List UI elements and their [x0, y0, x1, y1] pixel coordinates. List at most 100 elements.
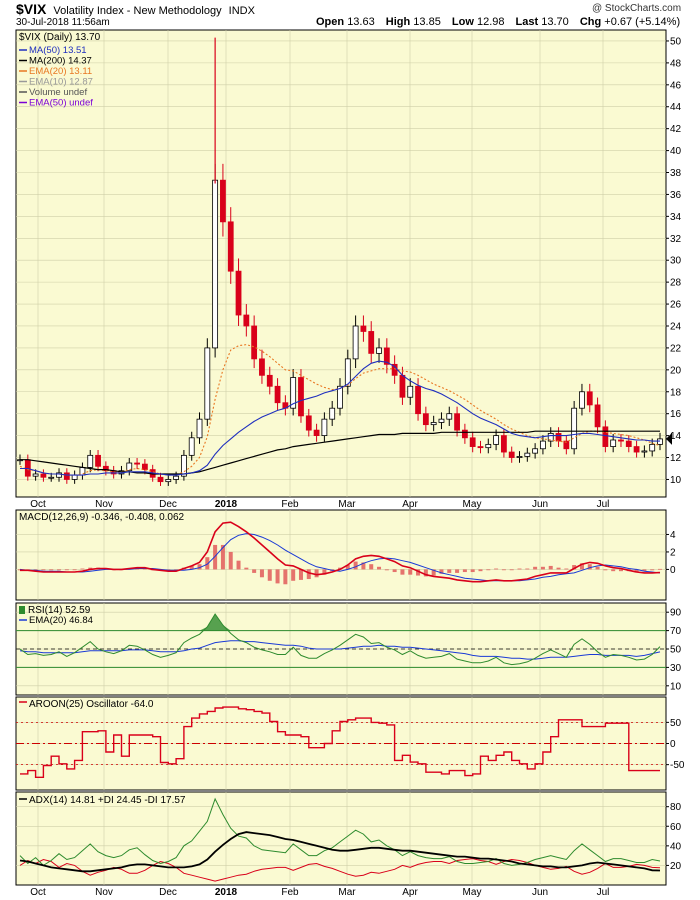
- macd-histogram-bar: [384, 569, 389, 571]
- candle-body: [461, 429, 468, 439]
- y-tick-label: 50: [670, 718, 682, 729]
- x-tick-label: Nov: [95, 499, 113, 510]
- candle-body: [344, 358, 351, 387]
- macd-panel-title: MACD(12,26,9) -0.346, -0.408, 0.062: [19, 512, 185, 523]
- macd-histogram-bar: [572, 565, 577, 570]
- candle-body: [24, 459, 31, 477]
- macd-histogram-bar: [236, 560, 241, 570]
- macd-histogram-bar: [494, 568, 499, 570]
- x-tick-label: Mar: [338, 887, 356, 898]
- candle-body: [524, 452, 531, 457]
- plus-di-line: [19, 797, 661, 867]
- candle-body: [415, 385, 421, 415]
- ohlc-line: Open 13.63 High 13.85 Low 12.98 Last 13.…: [316, 16, 680, 28]
- y-tick-label: 60: [670, 822, 682, 833]
- candle-body: [251, 325, 258, 360]
- x-tick-label: 2018: [215, 499, 238, 510]
- aroon-oscillator-line: [20, 706, 660, 778]
- macd-histogram-bar: [486, 569, 491, 571]
- exchange: INDX: [228, 5, 255, 17]
- candle-body: [571, 407, 578, 450]
- high-label: High: [385, 16, 411, 28]
- candle-body: [32, 473, 39, 477]
- price-panel-title: $VIX (Daily) 13.70: [19, 32, 101, 43]
- candle-body: [422, 413, 429, 426]
- x-tick-label: Apr: [402, 499, 418, 510]
- candle-body: [368, 331, 375, 354]
- symbol: $VIX: [16, 1, 47, 17]
- macd-histogram-bar: [49, 569, 54, 571]
- y-tick-label: 48: [670, 58, 682, 69]
- macd-histogram-bar: [517, 568, 522, 570]
- macd-histogram-bar: [455, 569, 460, 573]
- candle-body: [532, 448, 539, 454]
- adx-line: [19, 831, 661, 873]
- candle-body: [610, 439, 617, 447]
- macd-histogram-bar: [548, 565, 553, 570]
- candle-body: [188, 437, 195, 456]
- macd-histogram-bar: [658, 568, 662, 570]
- low-value: 12.98: [476, 16, 505, 28]
- macd-histogram-bar: [283, 569, 288, 585]
- macd-histogram-bar: [197, 564, 202, 570]
- chg-label: Chg: [579, 16, 602, 28]
- candle-body: [352, 325, 359, 360]
- macd-histogram-bar: [447, 569, 452, 573]
- panel-5-frame: [15, 791, 667, 886]
- x-tick-label: Jul: [597, 887, 610, 898]
- candle-body: [547, 433, 554, 442]
- candle-body: [469, 437, 476, 447]
- y-tick-label: 30: [670, 663, 682, 674]
- y-tick-label: 24: [670, 321, 682, 332]
- y-tick-label: 0: [670, 565, 676, 576]
- chg-value: +0.67 (+5.14%): [604, 16, 681, 28]
- macd-histogram-bar: [525, 568, 530, 570]
- macd-histogram-bar: [501, 569, 506, 571]
- y-tick-label: -50: [670, 760, 685, 771]
- macd-histogram-bar: [556, 567, 561, 570]
- security-name: Volatility Index - New Methodology: [53, 5, 222, 17]
- macd-histogram-bar: [579, 563, 584, 570]
- candle-body: [141, 463, 148, 470]
- macd-histogram-bar: [353, 561, 358, 570]
- candle-body: [625, 440, 632, 447]
- candle-body: [454, 413, 460, 431]
- y-tick-label: 16: [670, 409, 682, 420]
- candle-body: [376, 347, 382, 354]
- macd-histogram-bar: [298, 569, 303, 580]
- candle-body: [227, 221, 234, 272]
- candle-body: [196, 418, 203, 439]
- minus-di-line: [19, 858, 661, 882]
- x-tick-label: Mar: [338, 499, 356, 510]
- macd-histogram-bar: [64, 569, 69, 571]
- candle-body: [220, 179, 226, 223]
- candle-body: [602, 426, 609, 447]
- macd-histogram-bar: [189, 565, 194, 570]
- x-tick-label: May: [463, 499, 482, 510]
- candle-body: [633, 446, 640, 453]
- candle-body: [430, 422, 437, 426]
- candle-body: [649, 443, 656, 452]
- macd-histogram-bar: [41, 569, 46, 571]
- macd-histogram-bar: [275, 569, 280, 584]
- macd-line: [20, 521, 661, 583]
- candle-body: [259, 358, 265, 376]
- x-tick-label: Jul: [597, 499, 610, 510]
- candle-body: [266, 374, 273, 387]
- x-tick-label: Nov: [95, 887, 113, 898]
- x-tick-label: Jun: [532, 499, 548, 510]
- y-tick-label: 10: [670, 681, 682, 692]
- candle-body: [274, 385, 281, 404]
- macd-histogram-bar: [431, 569, 436, 576]
- y-tick-label: 30: [670, 256, 682, 267]
- x-tick-label: May: [463, 887, 482, 898]
- y-tick-label: 32: [670, 234, 682, 245]
- macd-histogram-bar: [72, 569, 77, 571]
- macd-histogram-bar: [400, 569, 405, 575]
- macd-histogram-bar: [322, 569, 327, 575]
- y-tick-label: 14: [670, 431, 682, 442]
- candle-body: [586, 391, 593, 406]
- y-tick-label: 80: [670, 802, 682, 813]
- macd-histogram-bar: [462, 569, 467, 573]
